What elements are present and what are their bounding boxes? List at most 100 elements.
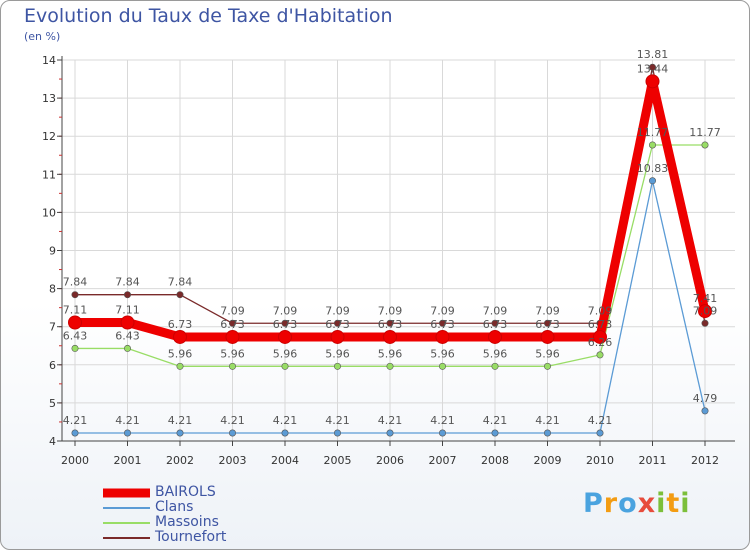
data-point-massoins (701, 141, 709, 149)
data-point-clans (438, 429, 446, 437)
data-point-tournefort (386, 319, 394, 327)
data-label: 6.73 (220, 318, 245, 331)
data-point-tournefort (491, 319, 499, 327)
data-point-bairols (435, 329, 450, 344)
data-label: 6.43 (115, 329, 140, 342)
data-point-massoins (543, 362, 551, 370)
y-tick-label: 12 (42, 130, 56, 143)
data-label: 7.09 (430, 304, 455, 317)
logo-letter: i (656, 488, 667, 519)
data-label: 10.83 (637, 162, 669, 175)
chart-title: Evolution du Taux de Taxe d'Habitation (24, 5, 393, 27)
proxiti-logo: Proxiti (583, 488, 691, 519)
data-label: 4.79 (693, 392, 718, 405)
data-point-tournefort (176, 291, 184, 299)
data-label: 6.73 (588, 318, 613, 331)
data-label: 4.21 (115, 414, 140, 427)
y-tick-label: 13 (42, 92, 56, 105)
data-point-tournefort (124, 291, 132, 299)
x-tick-label: 2011 (639, 454, 667, 467)
data-label: 6.73 (273, 318, 298, 331)
data-label: 7.09 (273, 304, 298, 317)
y-tick-label: 9 (49, 245, 56, 258)
data-label: 7.09 (325, 304, 350, 317)
data-label: 7.09 (693, 304, 718, 317)
data-point-bairols (488, 329, 502, 344)
data-point-tournefort (701, 319, 709, 327)
data-label: 7.11 (115, 304, 140, 317)
data-point-clans (491, 429, 499, 437)
data-point-massoins (596, 351, 604, 359)
data-point-massoins (386, 362, 394, 370)
data-point-bairols (540, 329, 555, 344)
data-point-bairols (225, 329, 240, 344)
data-point-clans (333, 429, 341, 437)
data-point-bairols (173, 329, 187, 344)
data-label: 7.09 (220, 304, 245, 317)
data-point-clans (71, 429, 79, 437)
data-point-massoins (176, 362, 184, 370)
data-label: 5.96 (483, 347, 508, 360)
data-label: 5.96 (273, 347, 298, 360)
data-label: 4.21 (483, 414, 508, 427)
data-label: 5.96 (168, 347, 193, 360)
data-point-bairols (278, 329, 292, 344)
x-tick-label: 2000 (61, 454, 89, 467)
data-label: 11.77 (689, 126, 721, 139)
data-point-massoins (229, 362, 237, 370)
x-tick-label: 2005 (324, 454, 352, 467)
data-point-massoins (71, 344, 79, 352)
data-label: 4.21 (430, 414, 455, 427)
logo-letter: x (637, 488, 657, 519)
data-label: 7.41 (693, 292, 718, 305)
data-point-clans (386, 429, 394, 437)
x-tick-label: 2002 (166, 454, 194, 467)
data-point-clans (281, 429, 289, 437)
data-label: 5.96 (535, 347, 560, 360)
y-tick-label: 5 (49, 397, 56, 410)
data-label: 7.09 (378, 304, 403, 317)
data-point-clans (596, 429, 604, 437)
data-label: 4.21 (220, 414, 245, 427)
x-tick-label: 2003 (219, 454, 247, 467)
data-point-clans (124, 429, 132, 437)
y-tick-label: 10 (42, 206, 56, 219)
legend-label-clans: Clans (155, 499, 194, 515)
x-tick-label: 2007 (429, 454, 457, 467)
data-point-massoins (281, 362, 289, 370)
data-label: 7.09 (588, 304, 613, 317)
data-label: 6.73 (430, 318, 455, 331)
data-point-massoins (648, 141, 656, 149)
data-point-massoins (333, 362, 341, 370)
data-label: 7.11 (63, 304, 88, 317)
y-tick-label: 8 (49, 283, 56, 296)
x-tick-label: 2012 (691, 454, 719, 467)
data-label: 4.21 (588, 414, 613, 427)
logo-letter: P (583, 488, 604, 519)
data-point-bairols (645, 74, 660, 89)
chart-subtitle: (en %) (24, 30, 61, 43)
y-tick-label: 14 (42, 54, 56, 67)
data-label: 4.21 (325, 414, 350, 427)
data-point-bairols (383, 329, 397, 344)
data-point-bairols (593, 329, 607, 344)
data-label: 11.77 (637, 126, 669, 139)
data-point-bairols (68, 315, 82, 330)
y-tick-label: 11 (42, 168, 56, 181)
x-tick-label: 2006 (376, 454, 404, 467)
logo-letter: i (680, 488, 691, 519)
legend-label-massoins: Massoins (155, 514, 219, 530)
data-label: 5.96 (220, 347, 245, 360)
data-label: 6.73 (483, 318, 508, 331)
y-tick-label: 6 (49, 359, 56, 372)
data-point-clans (176, 429, 184, 437)
data-label: 7.84 (63, 276, 88, 289)
y-tick-label: 4 (49, 435, 56, 448)
data-label: 6.73 (535, 318, 560, 331)
data-label: 13.44 (637, 62, 669, 75)
logo-letter: r (603, 488, 619, 519)
data-point-tournefort (281, 319, 289, 327)
data-label: 5.96 (325, 347, 350, 360)
data-point-clans (229, 429, 237, 437)
data-label: 7.09 (535, 304, 560, 317)
